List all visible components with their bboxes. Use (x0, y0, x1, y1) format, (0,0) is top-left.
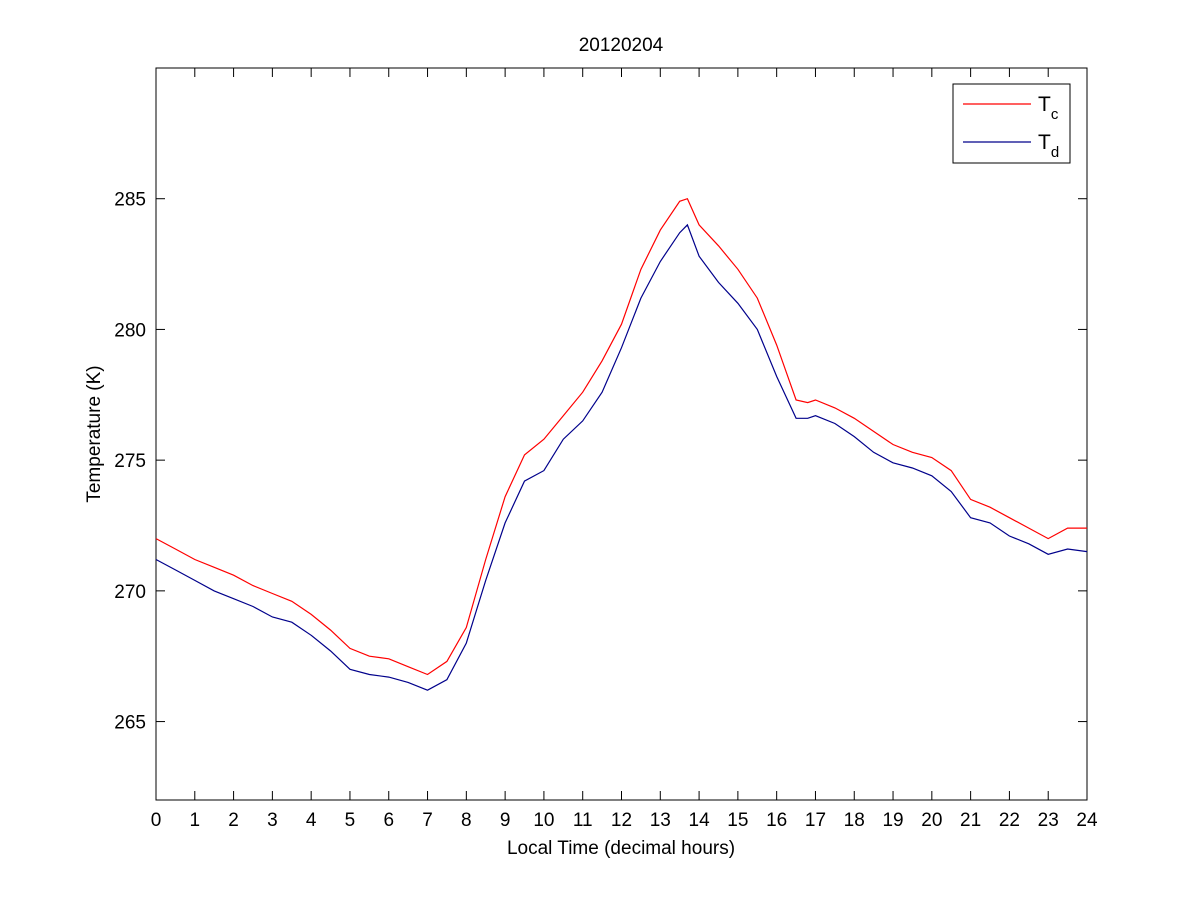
x-tick-label: 21 (960, 810, 981, 831)
x-tick-label: 15 (727, 810, 748, 831)
x-tick-label: 7 (422, 810, 433, 831)
x-tick-label: 10 (533, 810, 554, 831)
legend-box (952, 83, 1071, 164)
x-tick-label: 2 (228, 810, 239, 831)
y-tick-label: 270 (114, 582, 146, 603)
x-tick-label: 11 (573, 810, 593, 831)
y-tick-label: 275 (114, 451, 146, 472)
x-tick-label: 18 (844, 810, 865, 831)
x-tick-label: 0 (151, 810, 162, 831)
x-tick-label: 23 (1038, 810, 1059, 831)
x-tick-label: 9 (500, 810, 511, 831)
x-tick-label: 20 (921, 810, 942, 831)
x-tick-label: 24 (1076, 810, 1098, 831)
x-tick-label: 22 (999, 810, 1020, 831)
y-tick-label: 280 (114, 320, 146, 341)
x-tick-label: 6 (383, 810, 394, 831)
x-tick-label: 5 (345, 810, 356, 831)
ticks-layer: 0 1 2 3 4 5 6 7 8 9 10 11 12 13 14 15 16 17 18 19 20 21 22 23 24… (114, 68, 1098, 831)
y-tick-label: 265 (114, 713, 146, 734)
x-tick-label: 17 (805, 810, 826, 831)
y-axis-label: Temperature (K) (84, 365, 105, 502)
x-axis-label: Local Time (decimal hours) (507, 838, 735, 859)
plot-area (155, 67, 1088, 801)
x-tick-label: 13 (650, 810, 671, 831)
x-tick-label: 4 (306, 810, 317, 831)
x-tick-label: 19 (882, 810, 903, 831)
x-tick-label: 14 (689, 810, 711, 831)
x-tick-label: 16 (766, 810, 787, 831)
chart-title: 20120204 (579, 35, 664, 56)
x-tick-label: 3 (267, 810, 278, 831)
y-tick-label: 285 (114, 190, 146, 211)
series-layer (155, 197, 1088, 691)
series-line-c (155, 197, 1087, 676)
series-line-d (155, 223, 1088, 691)
x-tick-label: 8 (461, 810, 472, 831)
x-tick-label: 1 (190, 810, 201, 831)
x-tick-label: 12 (611, 810, 632, 831)
